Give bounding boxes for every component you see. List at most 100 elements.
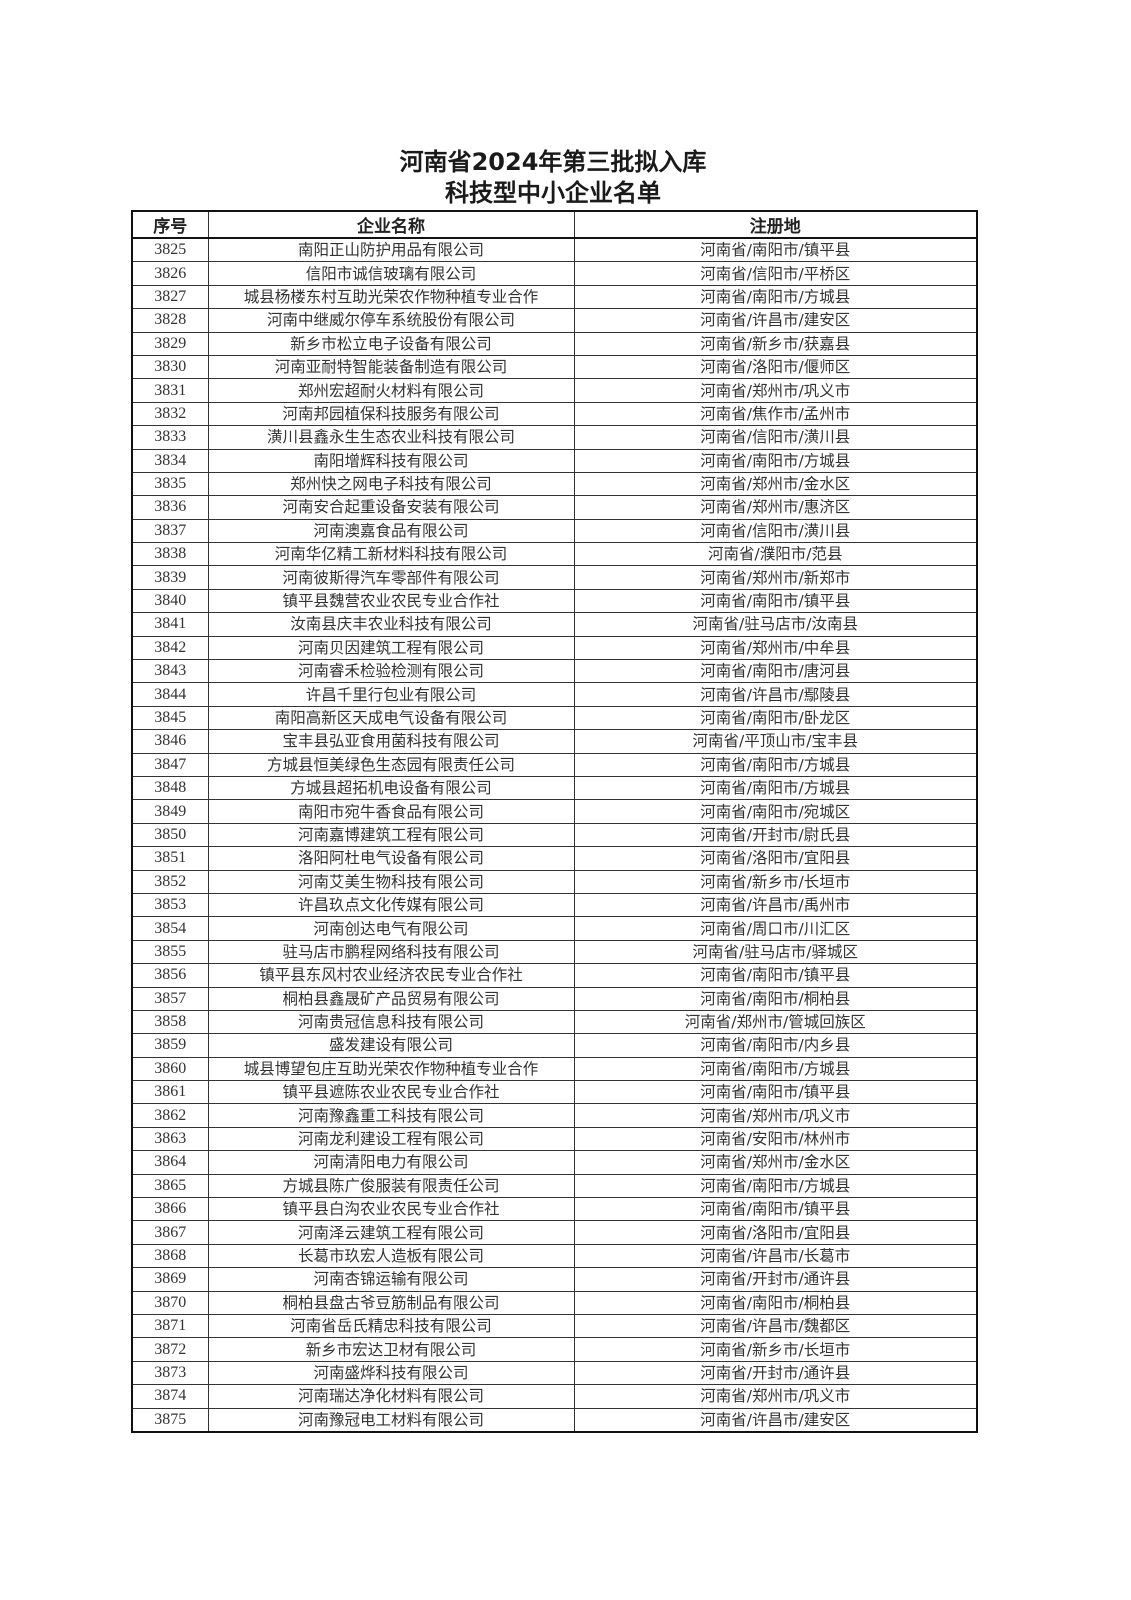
company-name-cell: 河南嘉博建筑工程有限公司 — [207, 822, 575, 848]
company-name-cell: 方城县恒美绿色生态园有限责任公司 — [207, 752, 575, 777]
table-row: 3826 信阳市诚信玻璃有限公司 河南省/信阳市/平桥区 — [131, 261, 978, 286]
company-name-cell: 河南贝因建筑工程有限公司 — [207, 635, 575, 661]
company-name-cell: 新乡市宏达卫材有限公司 — [207, 1337, 575, 1362]
company-name-cell: 洛阳阿杜电气设备有限公司 — [207, 846, 575, 871]
registered-location-cell: 河南省/南阳市/镇平县 — [573, 237, 978, 263]
table-row: 3838 河南华亿精工新材料科技有限公司 河南省/濮阳市/范县 — [131, 542, 978, 567]
company-name-cell: 河南清阳电力有限公司 — [207, 1150, 575, 1175]
table-row: 3867 河南泽云建筑工程有限公司 河南省/洛阳市/宜阳县 — [131, 1220, 978, 1245]
company-name-cell: 河南艾美生物科技有限公司 — [207, 869, 575, 894]
registered-location-cell: 河南省/南阳市/卧龙区 — [573, 705, 978, 731]
serial-number-cell: 3834 — [131, 448, 209, 473]
serial-number-cell: 3873 — [131, 1360, 209, 1386]
table-row: 3827 城县杨楼东村互助光荣农作物种植专业合作 河南省/南阳市/方城县 — [131, 284, 978, 310]
table-row: 3852 河南艾美生物科技有限公司 河南省/新乡市/长垣市 — [131, 869, 978, 894]
table-row: 3844 许昌千里行包业有限公司 河南省/许昌市/鄢陵县 — [131, 682, 978, 707]
company-name-cell: 镇平县白沟农业农民专业合作社 — [207, 1197, 575, 1222]
registered-location-cell: 河南省/平顶山市/宝丰县 — [573, 729, 978, 754]
serial-number-cell: 3827 — [131, 284, 209, 310]
company-name-cell: 河南省岳氏精忠科技有限公司 — [207, 1313, 575, 1339]
serial-number-cell: 3864 — [131, 1150, 209, 1175]
table-row: 3859 盛发建设有限公司 河南省/南阳市/内乡县 — [131, 1033, 978, 1058]
serial-number-cell: 3828 — [131, 308, 209, 333]
company-name-cell: 盛发建设有限公司 — [207, 1033, 575, 1058]
company-name-cell: 南阳市宛牛香食品有限公司 — [207, 799, 575, 824]
table-row: 3841 汝南县庆丰农业科技有限公司 河南省/驻马店市/汝南县 — [131, 612, 978, 637]
table-row: 3850 河南嘉博建筑工程有限公司 河南省/开封市/尉氏县 — [131, 822, 978, 848]
table-row: 3857 桐柏县鑫晟矿产品贸易有限公司 河南省/南阳市/桐柏县 — [131, 986, 978, 1011]
serial-number-cell: 3844 — [131, 682, 209, 707]
registered-location-cell: 河南省/郑州市/巩义市 — [573, 1384, 978, 1409]
registered-location-cell: 河南省/新乡市/长垣市 — [573, 869, 978, 894]
table-row: 3861 镇平县遮陈农业农民专业合作社 河南省/南阳市/镇平县 — [131, 1080, 978, 1105]
serial-number-cell: 3839 — [131, 565, 209, 590]
registered-location-cell: 河南省/许昌市/建安区 — [573, 1407, 978, 1433]
serial-number-cell: 3848 — [131, 775, 209, 801]
table-row: 3837 河南澳嘉食品有限公司 河南省/信阳市/潢川县 — [131, 518, 978, 544]
registered-location-cell: 河南省/郑州市/中牟县 — [573, 635, 978, 661]
table-row: 3849 南阳市宛牛香食品有限公司 河南省/南阳市/宛城区 — [131, 799, 978, 824]
serial-number-cell: 3842 — [131, 635, 209, 661]
table-row: 3855 驻马店市鹏程网络科技有限公司 河南省/驻马店市/驿城区 — [131, 939, 978, 965]
table-row: 3871 河南省岳氏精忠科技有限公司 河南省/许昌市/魏都区 — [131, 1313, 978, 1339]
serial-number-cell: 3874 — [131, 1384, 209, 1409]
serial-number-cell: 3866 — [131, 1197, 209, 1222]
serial-number-cell: 3831 — [131, 378, 209, 403]
company-name-cell: 镇平县东风村农业经济农民专业合作社 — [207, 963, 575, 988]
table-row: 3866 镇平县白沟农业农民专业合作社 河南省/南阳市/镇平县 — [131, 1197, 978, 1222]
company-name-cell: 新乡市松立电子设备有限公司 — [207, 331, 575, 356]
table-row: 3853 许昌玖点文化传媒有限公司 河南省/许昌市/禹州市 — [131, 892, 978, 918]
table-row: 3860 城县博望包庄互助光荣农作物种植专业合作 河南省/南阳市/方城县 — [131, 1056, 978, 1082]
serial-number-cell: 3870 — [131, 1290, 209, 1315]
table-row: 3835 郑州快之网电子科技有限公司 河南省/郑州市/金水区 — [131, 471, 978, 497]
company-name-cell: 城县杨楼东村互助光荣农作物种植专业合作 — [207, 284, 575, 310]
table-row: 3825 南阳正山防护用品有限公司 河南省/南阳市/镇平县 — [131, 237, 978, 263]
serial-number-cell: 3855 — [131, 939, 209, 965]
table-row: 3847 方城县恒美绿色生态园有限责任公司 河南省/南阳市/方城县 — [131, 752, 978, 777]
registered-location-cell: 河南省/南阳市/唐河县 — [573, 659, 978, 684]
serial-number-cell: 3840 — [131, 588, 209, 614]
registered-location-cell: 河南省/开封市/通许县 — [573, 1267, 978, 1292]
company-name-cell: 河南创达电气有限公司 — [207, 916, 575, 941]
company-name-cell: 南阳正山防护用品有限公司 — [207, 237, 575, 263]
registered-location-cell: 河南省/新乡市/长垣市 — [573, 1337, 978, 1362]
company-name-cell: 河南亚耐特智能装备制造有限公司 — [207, 354, 575, 380]
table-row: 3856 镇平县东风村农业经济农民专业合作社 河南省/南阳市/镇平县 — [131, 963, 978, 988]
serial-number-cell: 3853 — [131, 892, 209, 918]
table-row: 3864 河南清阳电力有限公司 河南省/郑州市/金水区 — [131, 1150, 978, 1175]
company-name-cell: 桐柏县盘古爷豆筋制品有限公司 — [207, 1290, 575, 1315]
company-name-cell: 河南杏锦运输有限公司 — [207, 1267, 575, 1292]
company-name-cell: 镇平县魏营农业农民专业合作社 — [207, 588, 575, 614]
company-name-cell: 河南中继威尔停车系统股份有限公司 — [207, 308, 575, 333]
serial-number-cell: 3825 — [131, 237, 209, 263]
table-row: 3875 河南豫冠电工材料有限公司 河南省/许昌市/建安区 — [131, 1407, 978, 1433]
serial-number-cell: 3868 — [131, 1243, 209, 1269]
registered-location-cell: 河南省/南阳市/镇平县 — [573, 1197, 978, 1222]
registered-location-cell: 河南省/新乡市/获嘉县 — [573, 331, 978, 356]
header-company-name: 企业名称 — [207, 210, 575, 239]
registered-location-cell: 河南省/南阳市/镇平县 — [573, 588, 978, 614]
registered-location-cell: 河南省/郑州市/巩义市 — [573, 378, 978, 403]
registered-location-cell: 河南省/信阳市/潢川县 — [573, 518, 978, 544]
registered-location-cell: 河南省/开封市/通许县 — [573, 1360, 978, 1386]
registered-location-cell: 河南省/信阳市/潢川县 — [573, 425, 978, 450]
table-row: 3872 新乡市宏达卫材有限公司 河南省/新乡市/长垣市 — [131, 1337, 978, 1362]
registered-location-cell: 河南省/许昌市/鄢陵县 — [573, 682, 978, 707]
table-row: 3848 方城县超拓机电设备有限公司 河南省/南阳市/方城县 — [131, 775, 978, 801]
table-row: 3831 郑州宏超耐火材料有限公司 河南省/郑州市/巩义市 — [131, 378, 978, 403]
serial-number-cell: 3849 — [131, 799, 209, 824]
serial-number-cell: 3862 — [131, 1103, 209, 1128]
company-name-cell: 南阳增辉科技有限公司 — [207, 448, 575, 473]
serial-number-cell: 3865 — [131, 1173, 209, 1199]
registered-location-cell: 河南省/许昌市/禹州市 — [573, 892, 978, 918]
serial-number-cell: 3829 — [131, 331, 209, 356]
company-name-cell: 长葛市玖宏人造板有限公司 — [207, 1243, 575, 1269]
registered-location-cell: 河南省/郑州市/惠济区 — [573, 495, 978, 520]
registered-location-cell: 河南省/南阳市/宛城区 — [573, 799, 978, 824]
registered-location-cell: 河南省/南阳市/方城县 — [573, 1056, 978, 1082]
registered-location-cell: 河南省/南阳市/方城县 — [573, 284, 978, 310]
registered-location-cell: 河南省/驻马店市/驿城区 — [573, 939, 978, 965]
registered-location-cell: 河南省/洛阳市/偃师区 — [573, 354, 978, 380]
registered-location-cell: 河南省/许昌市/建安区 — [573, 308, 978, 333]
table-row: 3843 河南睿禾检验检测有限公司 河南省/南阳市/唐河县 — [131, 659, 978, 684]
